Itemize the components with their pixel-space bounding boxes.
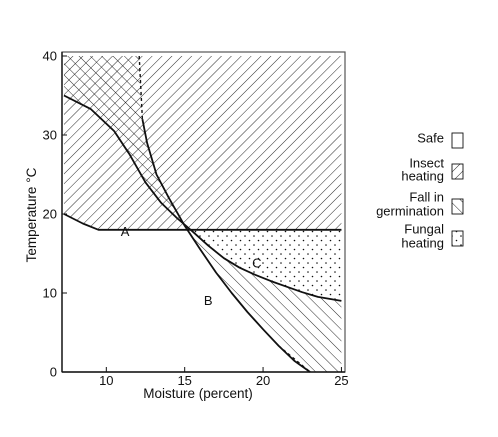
y-tick-label: 30: [43, 128, 57, 143]
legend-label-germination: germination: [376, 204, 444, 219]
curve-label-c: C: [252, 256, 261, 271]
x-tick-label: 25: [334, 373, 348, 388]
x-tick-label: 10: [99, 373, 113, 388]
legend-swatch-safe: [451, 132, 464, 149]
legend-label-insect: heating: [401, 169, 444, 184]
legend-label-fungal: heating: [401, 236, 444, 251]
axes: 10 15 20 25 0 10 20 30 40: [43, 49, 349, 389]
legend-label-fungal: Fungal: [404, 222, 444, 237]
legend-label-safe: Safe: [417, 131, 444, 146]
region-fungal: [176, 229, 342, 301]
legend-label-germination: Fall in: [409, 190, 444, 205]
curve-c: [63, 94, 342, 302]
y-tick-label: 10: [43, 286, 57, 301]
y-tick-label: 20: [43, 207, 57, 222]
region-germination: [64, 56, 342, 372]
legend-swatch-fungal: [451, 230, 464, 247]
x-tick-label: 15: [177, 373, 191, 388]
x-axis-title: Moisture (percent): [143, 386, 253, 401]
shaded-regions: [64, 56, 342, 372]
legend-label-insect: Insect: [409, 156, 444, 171]
x-tick-label: 20: [256, 373, 270, 388]
legend-swatch-germination: [451, 198, 464, 215]
curve-label-b: B: [204, 293, 213, 308]
curve-label-a: A: [121, 224, 130, 239]
y-tick-label: 0: [50, 365, 57, 380]
legend-item-safe: Safe: [417, 131, 464, 149]
dashed-boundary-1: [138, 55, 144, 120]
legend-swatch-insect: [451, 163, 464, 180]
y-tick-label: 40: [43, 49, 57, 64]
curves: A B C: [63, 55, 342, 373]
dashed-boundary-2: [63, 94, 91, 110]
dashed-boundary-4: [278, 345, 311, 373]
y-axis-title: Temperature °C: [24, 167, 39, 262]
